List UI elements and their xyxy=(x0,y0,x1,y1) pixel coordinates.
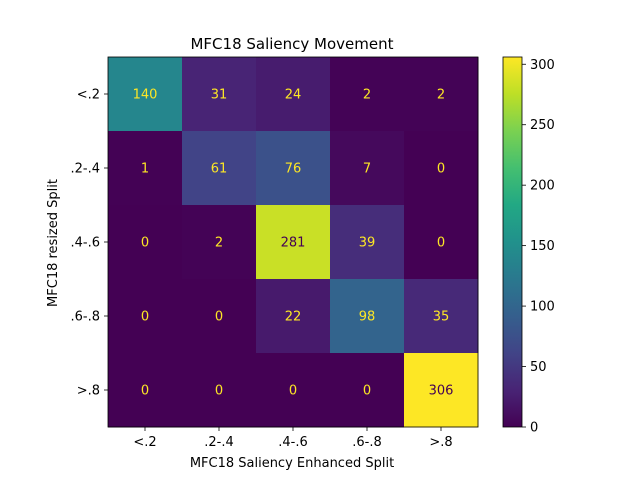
heatmap-cell-r1-c1 xyxy=(182,131,257,206)
cell-value-label-r4-c0: 0 xyxy=(141,384,149,399)
cell-value-label-r1-c2: 76 xyxy=(285,162,302,177)
heatmap-cell-r3-c2 xyxy=(256,279,331,354)
cell-value-label-r1-c3: 7 xyxy=(363,162,371,177)
cell-value-label-r0-c1: 31 xyxy=(211,88,228,103)
heatmap-cell-r2-c2 xyxy=(256,205,331,280)
cell-value-label-r2-c1: 2 xyxy=(215,236,223,251)
heatmap-cell-r3-c3 xyxy=(330,279,405,354)
cell-value-label-r2-c4: 0 xyxy=(437,236,445,251)
x-axis-ticks: <.2 .2-.4 .4-.6 .6-.8 >.8 xyxy=(133,427,453,450)
heatmap-cell-r3-c0 xyxy=(108,279,183,354)
colorbar-frame xyxy=(502,56,523,428)
cell-value-label-r2-c3: 39 xyxy=(359,236,376,251)
heatmap-cell-r0-c1 xyxy=(182,57,257,132)
heatmap-cell-r4-c3 xyxy=(330,353,405,428)
cell-value-label-r0-c4: 2 xyxy=(437,88,445,103)
heatmap-cell-r2-c3 xyxy=(330,205,405,280)
cell-value-label-r4-c3: 0 xyxy=(363,384,371,399)
y-tick-label: >.8 xyxy=(77,384,100,399)
heatmap-cell-r1-c3 xyxy=(330,131,405,206)
cell-value-label-r3-c4: 35 xyxy=(433,310,450,325)
colorbar-tick-label: 250 xyxy=(530,118,555,133)
heatmap-cell-r4-c1 xyxy=(182,353,257,428)
x-tick-label: >.8 xyxy=(429,435,452,450)
cell-value-label-r4-c1: 0 xyxy=(215,384,223,399)
heatmap-cell-r2-c4 xyxy=(404,205,479,280)
heatmap-cell-r0-c4 xyxy=(404,57,479,132)
cell-value-label-r2-c0: 0 xyxy=(141,236,149,251)
y-tick-label: .2-.4 xyxy=(71,162,101,177)
y-axis-ticks: <.2 .2-.4 .4-.6 .6-.8 >.8 xyxy=(71,88,108,399)
cell-value-label-r4-c2: 0 xyxy=(289,384,297,399)
colorbar-ticks: 0 50 100 150 200 250 300 xyxy=(522,58,555,436)
heatmap-cell-r4-c4 xyxy=(404,353,479,428)
x-tick-label: .6-.8 xyxy=(352,435,382,450)
colorbar-tick-label: 200 xyxy=(530,179,555,194)
colorbar xyxy=(503,57,522,427)
heatmap-cell-r2-c1 xyxy=(182,205,257,280)
heatmap-cell-r2-c0 xyxy=(108,205,183,280)
cell-value-label-r4-c4: 306 xyxy=(429,384,454,399)
heatmap-cell-r1-c0 xyxy=(108,131,183,206)
heatmap-cell-r4-c2 xyxy=(256,353,331,428)
heatmap-cell-r0-c0 xyxy=(108,57,183,132)
y-tick-label: .4-.6 xyxy=(71,236,101,251)
cell-value-label-r3-c1: 0 xyxy=(215,310,223,325)
heatmap-cell-r4-c0 xyxy=(108,353,183,428)
cell-value-label-r0-c0: 140 xyxy=(133,88,158,103)
cell-value-label-r3-c0: 0 xyxy=(141,310,149,325)
cell-value-label-r1-c1: 61 xyxy=(211,162,228,177)
cell-value-label-r2-c2: 281 xyxy=(281,236,306,251)
cell-value-label-r1-c0: 1 xyxy=(141,162,149,177)
heatmap-cell-labels: 140 31 24 2 21 61 76 7 00 2 281 39 00 0 22 98 350 0 0 0 306 xyxy=(133,88,454,399)
heatmap-cell-r0-c3 xyxy=(330,57,405,132)
heatmap-cell-r3-c4 xyxy=(404,279,479,354)
cell-value-label-r0-c3: 2 xyxy=(363,88,371,103)
colorbar-tick-label: 300 xyxy=(530,58,555,73)
colorbar-tick-label: 50 xyxy=(530,360,547,375)
cell-value-label-r3-c2: 22 xyxy=(285,310,302,325)
cell-value-label-r0-c2: 24 xyxy=(285,88,302,103)
colorbar-tick-label: 0 xyxy=(530,421,538,436)
y-axis-label: MFC18 resized Split xyxy=(46,179,61,307)
heatmap-cell-r0-c2 xyxy=(256,57,331,132)
y-tick-label: <.2 xyxy=(77,88,100,103)
x-tick-label: <.2 xyxy=(133,435,156,450)
colorbar-tick-label: 150 xyxy=(530,239,555,254)
heatmap-cells xyxy=(108,57,479,428)
chart-title: MFC18 Saliency Movement xyxy=(190,35,393,53)
heatmap-cell-r1-c4 xyxy=(404,131,479,206)
y-tick-label: .6-.8 xyxy=(71,310,101,325)
colorbar-tick-label: 100 xyxy=(530,300,555,315)
x-tick-label: .4-.6 xyxy=(278,435,308,450)
heatmap-cell-r1-c2 xyxy=(256,131,331,206)
cell-value-label-r1-c4: 0 xyxy=(437,162,445,177)
x-axis-label: MFC18 Saliency Enhanced Split xyxy=(190,456,394,471)
cell-value-label-r3-c3: 98 xyxy=(359,310,376,325)
heatmap-cell-r3-c1 xyxy=(182,279,257,354)
x-tick-label: .2-.4 xyxy=(204,435,234,450)
